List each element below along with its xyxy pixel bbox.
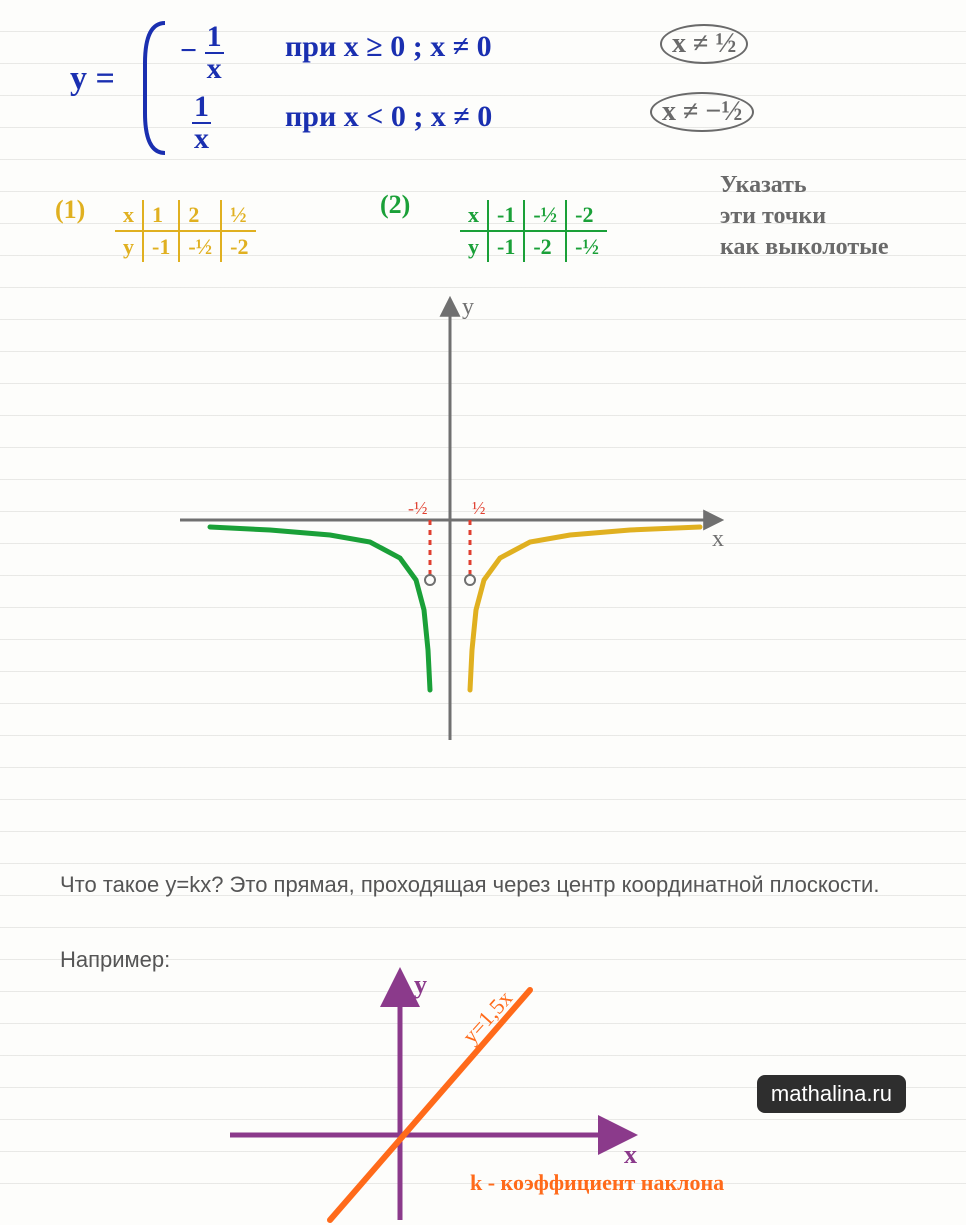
case2-num: 1 <box>192 92 211 122</box>
case1-expr: − 1 x <box>180 22 224 84</box>
case1-circled-text: x ≠ ½ <box>660 24 748 64</box>
t2-y2: -½ <box>566 231 607 262</box>
table1-label: (1) <box>55 195 85 225</box>
t1-y2: -2 <box>221 231 256 262</box>
t1-x0: 1 <box>143 200 179 231</box>
side-note-l3: как выколотые <box>720 232 889 263</box>
side-note-l1: Указать <box>720 170 889 201</box>
piecewise-lhs: y = <box>70 60 115 98</box>
t2-x0: -1 <box>488 200 524 231</box>
case1-cond: при x ≥ 0 ; x ≠ 0 <box>285 30 492 64</box>
t1-xh: x <box>115 200 143 231</box>
t2-yh: y <box>460 231 488 262</box>
body-paragraph-2: Например: <box>60 945 170 975</box>
case2-expr: 1 x <box>192 92 211 154</box>
bracket-icon <box>135 18 175 158</box>
hyperbola-chart: y x ½ -½ <box>170 290 730 750</box>
svg-text:x: x <box>624 1140 637 1169</box>
body-paragraph-1: Что такое y=kx? Это прямая, проходящая ч… <box>60 870 890 900</box>
side-note: Указать эти точки как выколотые <box>720 170 889 264</box>
svg-text:x: x <box>712 526 724 552</box>
t2-x1: -½ <box>524 200 566 231</box>
value-table-1: x 1 2 ½ y -1 -½ -2 <box>115 200 256 262</box>
watermark: mathalina.ru <box>757 1075 906 1113</box>
case2-cond: при x < 0 ; x ≠ 0 <box>285 100 492 134</box>
t2-x2: -2 <box>566 200 607 231</box>
t1-yh: y <box>115 231 143 262</box>
t1-y1: -½ <box>179 231 221 262</box>
case2-circled-text: x ≠ −½ <box>650 92 754 132</box>
slope-caption: k - коэффициент наклона <box>470 1170 724 1196</box>
t1-y0: -1 <box>143 231 179 262</box>
case1-circled: x ≠ ½ <box>660 24 748 64</box>
table2-label: (2) <box>380 190 410 220</box>
t1-x1: 2 <box>179 200 221 231</box>
side-note-l2: эти точки <box>720 201 889 232</box>
case1-num: 1 <box>205 22 224 52</box>
svg-text:½: ½ <box>472 498 486 518</box>
case1-sign: − <box>180 34 197 67</box>
case2-circled: x ≠ −½ <box>650 92 754 132</box>
svg-text:-½: -½ <box>408 498 428 518</box>
case2-den: x <box>192 124 211 154</box>
t2-xh: x <box>460 200 488 231</box>
case1-den: x <box>205 54 224 84</box>
t1-x2: ½ <box>221 200 256 231</box>
value-table-2: x -1 -½ -2 y -1 -2 -½ <box>460 200 607 262</box>
t2-y1: -2 <box>524 231 566 262</box>
t2-y0: -1 <box>488 231 524 262</box>
svg-text:y: y <box>414 970 427 999</box>
svg-text:y: y <box>462 294 474 320</box>
